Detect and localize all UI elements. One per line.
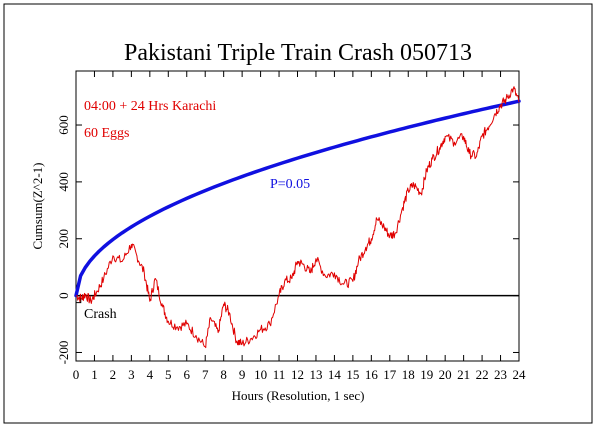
x-tick-label: 15: [346, 367, 359, 382]
x-tick-label: 7: [202, 367, 209, 382]
x-tick-label: 4: [147, 367, 154, 382]
y-tick-label: 200: [56, 229, 71, 249]
x-tick-label: 17: [383, 367, 397, 382]
x-tick-label: 18: [402, 367, 415, 382]
eggs-annotation: 60 Eggs: [84, 126, 130, 141]
x-tick-label: 0: [73, 367, 80, 382]
x-tick-label: 23: [494, 367, 507, 382]
x-tick-label: 6: [184, 367, 191, 382]
x-tick-label: 10: [254, 367, 267, 382]
x-tick-label: 13: [309, 367, 322, 382]
x-tick-label: 20: [439, 367, 452, 382]
chart-title: Pakistani Triple Train Crash 050713: [124, 40, 472, 66]
plot-frame: [75, 70, 520, 362]
y-tick-label: 600: [56, 115, 71, 135]
probability-envelope-line: [74, 99, 521, 298]
x-tick-label: 16: [365, 367, 379, 382]
x-tick-label: 24: [513, 367, 527, 382]
tick-layer: 0 1 2 3 4 5 6 7 8 9 10 11 12 13 14 15 16 17 18 19 20 21 22 23 24…: [56, 71, 526, 382]
probability-annotation: P=0.05: [270, 177, 310, 192]
y-tick-label: -200: [56, 341, 71, 365]
x-tick-label: 9: [239, 367, 246, 382]
x-tick-label: 14: [328, 367, 342, 382]
y-axis-label: Cumsum(Z^2-1): [30, 163, 45, 250]
x-tick-label: 2: [110, 367, 117, 382]
x-tick-label: 8: [220, 367, 227, 382]
x-axis-label: Hours (Resolution, 1 sec): [232, 388, 365, 403]
x-tick-label: 21: [457, 367, 470, 382]
crash-annotation: Crash: [84, 307, 117, 322]
x-tick-label: 3: [128, 367, 135, 382]
x-tick-label: 11: [273, 367, 286, 382]
x-tick-label: 22: [476, 367, 489, 382]
crash-event-marker: [75, 295, 82, 304]
outer-frame: [3, 3, 593, 424]
y-tick-label: 400: [56, 172, 71, 192]
x-tick-label: 19: [420, 367, 433, 382]
cumsum-data-line: [75, 86, 520, 349]
x-tick-label: 5: [165, 367, 172, 382]
series-layer: [74, 86, 521, 349]
y-tick-label: 0: [56, 292, 71, 299]
x-tick-label: 12: [291, 367, 304, 382]
x-tick-label: 1: [91, 367, 98, 382]
time-window-annotation: 04:00 + 24 Hrs Karachi: [84, 99, 216, 114]
